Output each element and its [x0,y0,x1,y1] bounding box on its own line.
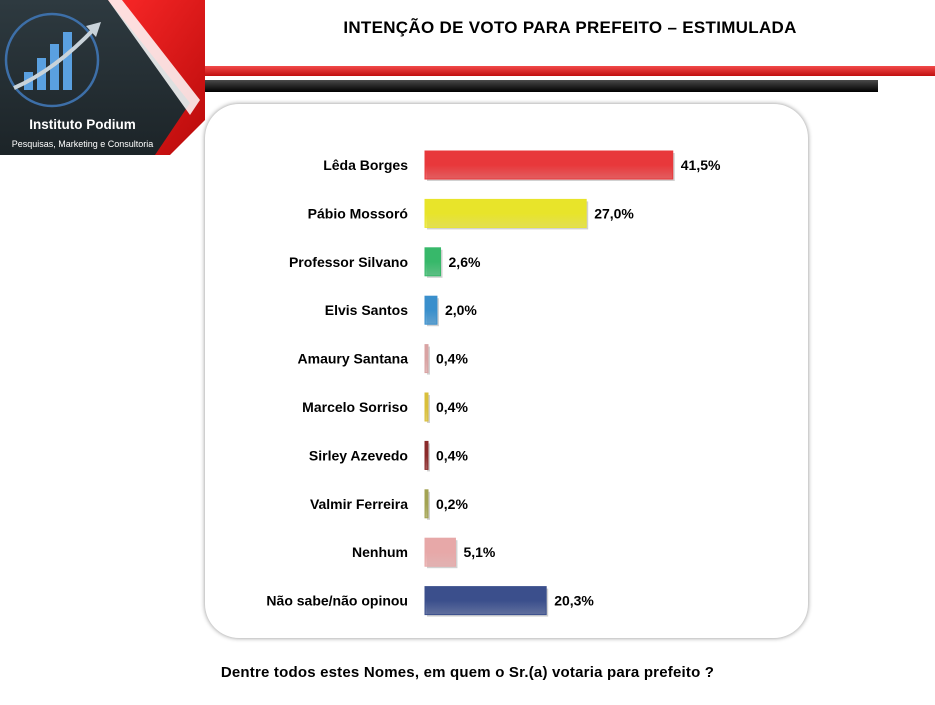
category-label: Nenhum [352,544,408,560]
bar [424,537,456,567]
value-label: 20,3% [554,593,594,609]
bar [424,440,429,470]
bar [424,150,674,180]
category-label: Marcelo Sorriso [302,399,408,415]
category-label: Elvis Santos [325,302,408,318]
category-label: Valmir Ferreira [310,496,408,512]
bar [424,198,587,228]
header-stripe-red [205,66,935,76]
brand-name: Instituto Podium [29,117,136,132]
logo: Instituto Podium Pesquisas, Marketing e … [0,0,205,155]
value-label: 5,1% [463,544,495,560]
page-title: INTENÇÃO DE VOTO PARA PREFEITO – ESTIMUL… [343,18,797,37]
category-label: Lêda Borges [323,157,408,173]
value-label: 41,5% [681,157,721,173]
category-label: Amaury Santana [298,351,409,367]
survey-question: Dentre todos estes Nomes, em quem o Sr.(… [220,664,715,681]
logo-graphic [0,0,205,155]
chart-panel: Lêda Borges 41,5% Pábio Mossoró 27,0% Profes… [205,104,808,638]
category-label: Pábio Mossoró [308,205,408,221]
value-label: 0,2% [436,496,468,512]
bar [424,295,438,325]
value-label: 0,4% [436,399,468,415]
bar [424,586,547,616]
bar-chart: Lêda Borges 41,5% Pábio Mossoró 27,0% Profes… [266,150,721,617]
value-label: 2,0% [445,302,477,318]
category-label: Sirley Azevedo [309,447,408,463]
bar [424,392,429,422]
value-label: 2,6% [449,254,481,270]
category-label: Não sabe/não opinou [266,593,408,609]
brand-tagline: Pesquisas, Marketing e Consultoria [11,139,154,149]
value-label: 0,4% [436,351,468,367]
value-label: 27,0% [594,205,634,221]
value-label: 0,4% [436,447,468,463]
bar [424,247,442,277]
bar [424,489,429,519]
category-label: Professor Silvano [289,254,408,270]
bar [424,344,429,374]
header-stripe-black [205,80,878,92]
